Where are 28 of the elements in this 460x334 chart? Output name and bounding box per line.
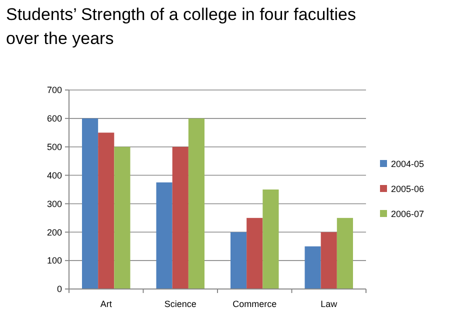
bar (336, 218, 354, 289)
y-tick-label: 600 (46, 114, 62, 124)
bar (98, 132, 114, 289)
bar (114, 146, 130, 289)
bar (82, 118, 98, 289)
x-tick-label: Science (164, 299, 196, 309)
legend-label: 2004-05 (391, 159, 424, 170)
x-tick-label: Art (100, 299, 112, 309)
legend-label: 2005-06 (391, 184, 424, 194)
bar (188, 118, 205, 289)
bar (172, 146, 188, 289)
chart-title: Students’ Strength of a college in four faculties over the years (6, 5, 356, 48)
bar (304, 246, 321, 289)
bar (320, 232, 337, 289)
y-tick-label: 100 (46, 256, 62, 266)
y-tick-label: 500 (46, 142, 62, 152)
y-tick-label: 300 (46, 198, 62, 209)
y-tick-label: 200 (46, 227, 62, 238)
y-tick-label: 400 (46, 170, 62, 180)
x-tick-label: Commerce (232, 299, 277, 309)
bar (230, 232, 247, 289)
bar (246, 218, 263, 289)
bar (156, 182, 172, 289)
y-tick-label: 700 (46, 85, 62, 96)
legend-label: 2006-07 (391, 209, 424, 220)
x-tick-label: Law (320, 299, 338, 309)
y-tick-label: 0 (56, 284, 62, 294)
bar (262, 190, 279, 289)
